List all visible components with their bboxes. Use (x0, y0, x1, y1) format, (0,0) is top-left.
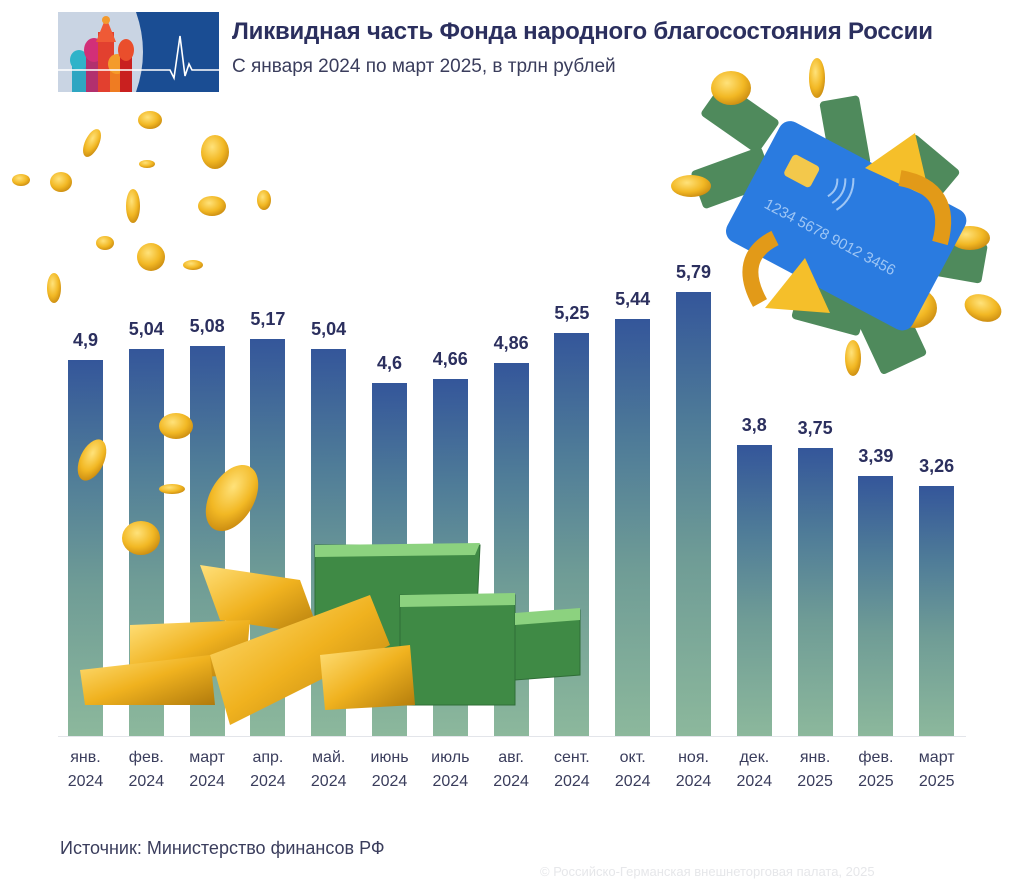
x-label-year: 2024 (736, 773, 773, 790)
x-label-month: июнь (370, 749, 409, 766)
x-label-year: 2024 (250, 773, 286, 790)
bar-value-label: 3,8 (741, 414, 767, 435)
chart-title: Ликвидная часть Фонда народного благосос… (232, 18, 933, 45)
x-label-month: март (189, 749, 225, 766)
x-label-month: ноя. (678, 749, 709, 766)
x-axis-label: янв. 2025 (780, 746, 850, 794)
bar (189, 346, 225, 736)
x-axis-label: янв. 2024 (51, 746, 121, 794)
x-axis-label: март 2025 (902, 746, 972, 794)
bar (797, 448, 833, 736)
bar (250, 339, 286, 736)
bar (615, 318, 651, 736)
bar (676, 291, 711, 736)
bar-value-label: 5,25 (554, 303, 590, 324)
x-axis-label: апр. 2024 (233, 746, 303, 794)
bar (128, 349, 164, 736)
x-axis-line (58, 736, 966, 737)
x-axis-label: фев. 2025 (841, 746, 911, 794)
bar-value-label: 5,17 (250, 309, 286, 330)
x-label-year: 2024 (554, 773, 590, 790)
bar-value-label: 5,79 (675, 261, 712, 282)
bar-value-label: 4,86 (493, 333, 529, 354)
bar-value-label: 3,39 (858, 445, 894, 466)
bar (432, 378, 468, 736)
bar-value-label: 4,6 (376, 353, 403, 374)
x-label-year: 2025 (858, 773, 894, 790)
x-axis-label: июнь 2024 (355, 746, 425, 794)
chart-subtitle: С января 2024 по март 2025, в трлн рубле… (232, 56, 616, 77)
bar-value-label: 5,44 (615, 288, 651, 309)
bar-value-label: 4,66 (432, 348, 468, 369)
bar (919, 485, 955, 736)
x-label-month: фев. (128, 749, 164, 766)
x-label-year: 2025 (797, 773, 833, 790)
x-axis-label: окт. 2024 (598, 746, 668, 794)
x-axis-label: фев. 2024 (111, 746, 181, 794)
x-axis-label: июль 2024 (415, 746, 485, 794)
bar-value-label: 5,08 (189, 316, 225, 337)
source-note: Источник: Министерство финансов РФ (60, 838, 385, 858)
bar-value-label: 3,26 (919, 455, 955, 476)
bar (736, 444, 772, 736)
bar-value-label: 5,04 (128, 319, 164, 340)
x-label-month: март (918, 749, 955, 766)
x-label-month: апр. (252, 749, 284, 766)
bar (68, 360, 103, 736)
x-label-year: 2024 (371, 773, 408, 790)
x-label-month: фев. (858, 749, 894, 766)
x-axis-label: ноя. 2024 (659, 746, 729, 794)
bar-value-label: 3,75 (797, 418, 833, 439)
x-label-month: окт. (619, 749, 646, 766)
x-label-month: сент. (554, 749, 590, 766)
x-label-month: май. (312, 749, 346, 766)
x-label-year: 2024 (128, 773, 165, 790)
copyright-note: © Российско-Германская внешнеторговая па… (540, 864, 875, 879)
x-axis-label: май. 2024 (294, 746, 364, 794)
x-label-year: 2024 (189, 773, 225, 790)
x-label-month: янв. (70, 749, 101, 766)
x-label-year: 2024 (67, 773, 104, 790)
kremlin-heartbeat-logo-icon (58, 12, 219, 92)
bar (858, 475, 894, 736)
bar (554, 333, 590, 736)
x-label-month: дек. (739, 749, 770, 766)
x-label-year: 2024 (493, 773, 529, 790)
bar (493, 363, 529, 736)
x-label-year: 2024 (675, 773, 712, 790)
x-label-year: 2024 (432, 773, 469, 790)
x-label-month: янв. (799, 749, 831, 766)
logo (58, 12, 219, 92)
bar-value-label: 5,04 (311, 319, 347, 340)
bar-value-label: 4,9 (72, 330, 99, 351)
x-label-month: авг. (498, 749, 524, 766)
x-label-year: 2024 (614, 773, 651, 790)
x-axis-label: авг. 2024 (476, 746, 546, 794)
x-axis-label: дек. 2024 (719, 746, 789, 794)
x-axis-label: сент. 2024 (537, 746, 607, 794)
bar (311, 349, 347, 736)
x-label-year: 2025 (918, 773, 955, 790)
x-axis-label: март 2024 (172, 746, 242, 794)
bar (372, 383, 407, 736)
x-label-year: 2024 (310, 773, 347, 790)
x-label-month: июль (431, 749, 470, 766)
